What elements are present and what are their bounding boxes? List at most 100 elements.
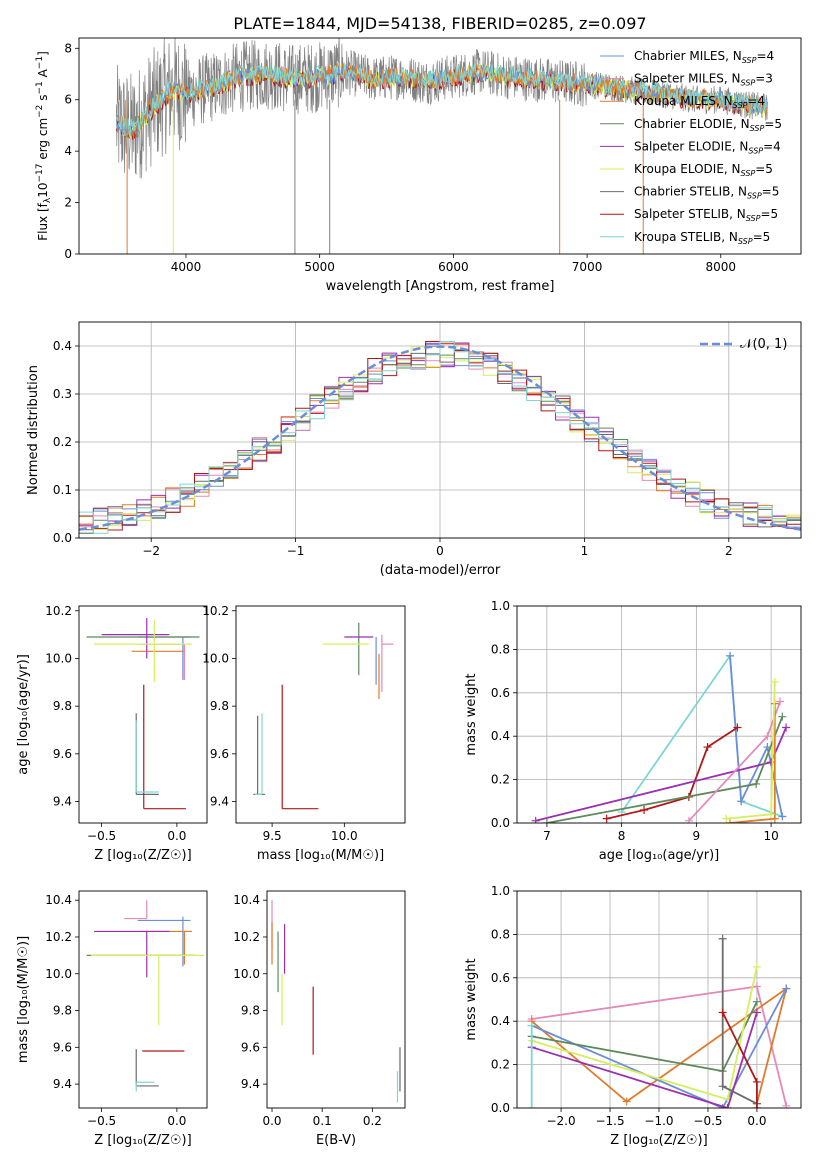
y-axis-label-part: λ [43,197,53,203]
y-tick-label: 8 [64,41,72,55]
legend-label: Kroupa MILES, NSSP=4 [634,94,765,110]
y-tick-label: 10.4 [45,893,72,907]
y-axis-label-part: Flux [f [36,202,50,240]
age_vs_mass-frame [235,605,406,824]
mass_vs_z-frame [78,890,208,1109]
x-tick-label: −2 [142,544,160,558]
y-tick-label: 10.2 [233,930,260,944]
y-tick-label: 10.2 [45,604,72,618]
legend-n: =5 [762,185,780,199]
plots-layer: 4000 5000 6000 7000 8000 0 2 4 6 8 wavelength [Ang… [16,37,802,1148]
y-tick-label: 0.0 [53,531,72,545]
legend-sub: SSP [746,214,761,223]
weight-line-salpeter_elodie [531,1012,758,1108]
x-tick-label: 4000 [171,260,202,274]
legend-name: Chabrier STELIB, N [634,185,747,199]
x-tick-label: 8 [618,829,626,843]
errorbar-point-chabrier_stelib [135,713,159,795]
weight-marker [778,812,787,821]
legend-sub: SSP [741,79,756,88]
errorbar-point-kroupa_stelib [254,713,263,795]
legend-name: Kroupa MILES, N [634,94,733,108]
y-axis-label-part: −1 [35,81,45,94]
spectrum-lines [115,38,768,254]
age_vs_mass-axes: 9.5 10.0 9.4 9.6 9.8 10.0 10.2 mass [log₁₀(M/M☉… [202,604,384,863]
x-tick-label: −2.0 [546,1114,575,1128]
weight-line-salpeter_elodie [535,727,787,822]
y-tick-label: 9.8 [53,1004,72,1018]
legend-name: Chabrier ELODIE, N [634,117,750,131]
legend-label: Kroupa ELODIE, NSSP=5 [634,162,773,178]
legend-n: =4 [756,49,774,63]
errorbar-point-chabrier_stelib [253,715,265,795]
weight-marker [752,1008,761,1017]
age_vs_mass-errorbars [253,622,394,810]
legend-name: Salpeter MILES, N [634,72,741,86]
histogram-kroupa_elodie [79,346,801,530]
mass_vs_z-errorbars [86,900,204,1092]
weight-marker [718,934,727,943]
weight-marker [733,723,742,732]
weight-marker [527,1021,536,1030]
spectrum-frame [78,37,802,255]
model-spectrum-kroupa_stelib [115,61,768,138]
y-axis-label: mass weight [464,958,479,1040]
weight-marker [782,1101,791,1108]
weight-marker [767,758,776,767]
y-tick-label: 0.0 [491,1101,510,1115]
legend-sub: SSP [747,192,762,201]
weight-marker [718,1008,727,1017]
x-axis-label: Z [log₁₀(Z/Z☉)] [94,848,191,863]
weight-marker [752,997,761,1006]
y-axis-label-part: ] [36,51,50,56]
x-axis-label: Z [log₁₀(Z/Z☉)] [94,1133,191,1148]
y-axis-label-part: A [36,68,50,81]
weight-marker [763,732,772,741]
y-tick-label: 9.6 [53,747,72,761]
legend-n: =3 [755,72,773,86]
y-tick-label: 0.3 [53,387,72,401]
y-tick-label: 10.0 [202,651,229,665]
weight-marker [640,805,649,814]
histogram-kroupa_stelib [79,341,801,534]
y-tick-label: 9.6 [241,1040,260,1054]
errorbar-point-chabrier_miles [137,916,191,967]
errorbar-point-salpeter_miles [139,643,186,680]
y-tick-label: 9.6 [210,747,229,761]
errorbar-point-salpeter_miles [381,634,394,692]
y-axis-label-part: erg cm [36,118,50,164]
legend-n: =5 [764,117,782,131]
y-tick-label: 0.6 [491,686,510,700]
x-tick-label: 9 [693,829,701,843]
weight-marker [778,712,787,721]
weight-marker [726,651,734,660]
legend-n: =4 [763,139,781,153]
weight-marker [752,982,761,991]
y-tick-label: 0.8 [491,927,510,941]
x-tick-label: 7000 [572,260,603,274]
y-tick-label: 9.8 [53,699,72,713]
errorbar-point-salpeter_stelib [281,684,319,810]
legend-sub: SSP [733,101,748,110]
legend-label: Salpeter STELIB, NSSP=5 [634,207,778,223]
y-tick-label: 6 [64,93,72,107]
x-axis-label: (data-model)/error [380,563,501,578]
y-tick-label: 9.8 [241,1004,260,1018]
errorbar-point-chabrier_stelib [135,1049,159,1087]
weight-marker [752,1077,761,1086]
x-tick-label: 2 [725,544,733,558]
weight-marker [718,1082,727,1091]
legend-label: 𝒩(0, 1) [740,337,787,352]
y-tick-label: 0.6 [491,971,510,985]
y-tick-label: 0.2 [491,773,510,787]
y-tick-label: 0.2 [53,435,72,449]
legend-n: =5 [760,207,778,221]
weight-line-chabrier_elodie [546,716,784,823]
legend-label: Chabrier ELODIE, NSSP=5 [634,117,782,133]
y-tick-label: 0.4 [491,729,510,743]
x-tick-label: 8000 [706,260,737,274]
x-tick-label: −0.5 [87,829,116,843]
x-tick-label: 10.0 [331,829,358,843]
x-tick-label: 0.0 [167,829,186,843]
y-tick-label: 9.8 [210,699,229,713]
